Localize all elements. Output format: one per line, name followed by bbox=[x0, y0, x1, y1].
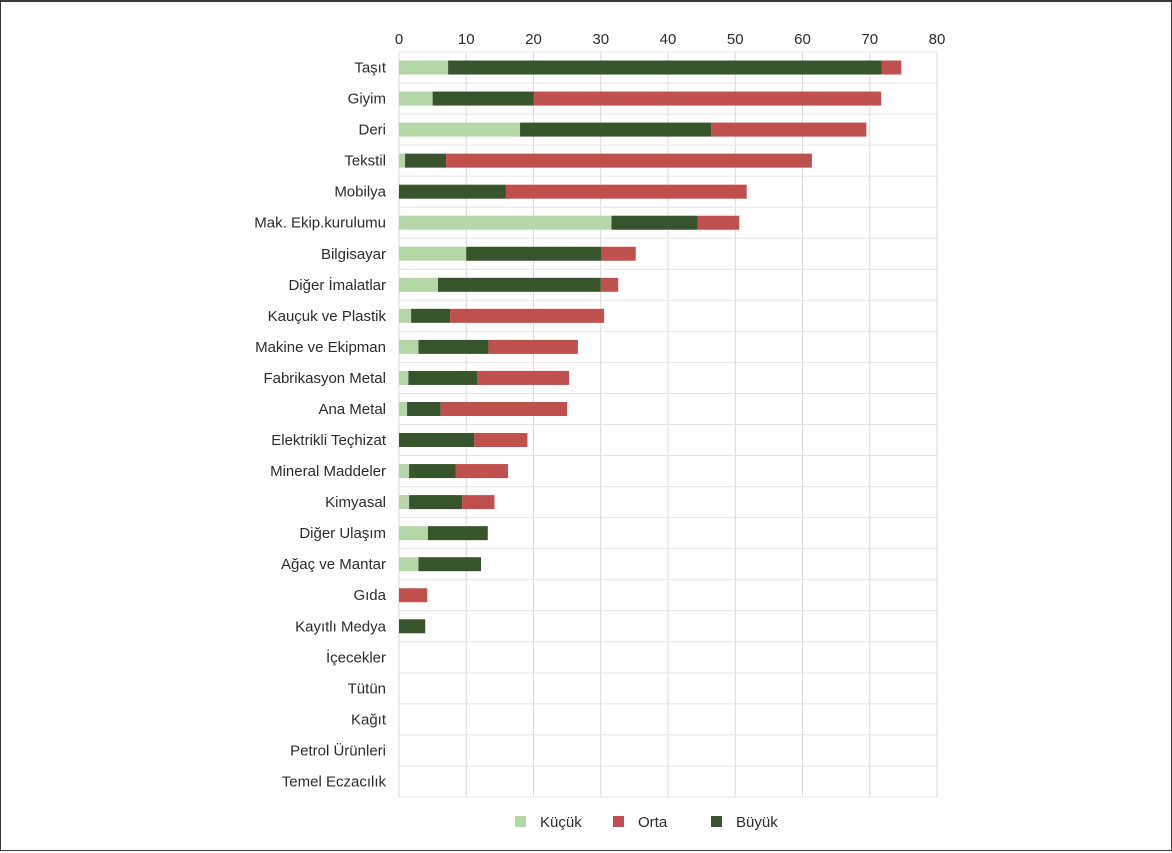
category-label-kimyasal: Kimyasal bbox=[325, 494, 386, 511]
bar-kucuk-deri bbox=[399, 122, 521, 137]
category-label-kayitli-medya: Kayıtlı Medya bbox=[295, 618, 387, 635]
legend-swatch-orta bbox=[613, 816, 624, 827]
bar-orta-deri bbox=[711, 122, 867, 137]
bar-buyuk-bilgisayar bbox=[466, 246, 602, 261]
category-label-i-cecekler: İçecekler bbox=[326, 648, 386, 666]
bar-orta-elektrikli-techizat bbox=[474, 433, 528, 448]
category-label-tekstil: Tekstil bbox=[344, 153, 386, 170]
bar-buyuk-makine-ve-ekipman bbox=[418, 339, 489, 354]
bar-kucuk-mak-ekip-kurulumu bbox=[399, 215, 612, 230]
category-label-bilgisayar: Bilgisayar bbox=[321, 246, 386, 263]
bar-orta-tekstil bbox=[446, 153, 812, 168]
bar-orta-giyim bbox=[533, 91, 882, 106]
bar-orta-makine-ve-ekipman bbox=[488, 339, 578, 354]
bar-buyuk-mobilya bbox=[399, 184, 506, 199]
bar-buyuk-diger-i-malatlar bbox=[438, 277, 601, 292]
bars bbox=[399, 60, 902, 634]
bar-orta-mak-ekip-kurulumu bbox=[697, 215, 740, 230]
bar-orta-mineral-maddeler bbox=[455, 464, 508, 479]
category-label-tasit: Taşıt bbox=[354, 60, 387, 77]
category-row-lines bbox=[399, 51, 937, 798]
category-label-kaucuk-ve-plastik: Kauçuk ve Plastik bbox=[268, 308, 387, 325]
category-label-temel-eczacilik: Temel Eczacılık bbox=[282, 773, 387, 790]
bar-buyuk-elektrikli-techizat bbox=[399, 433, 475, 448]
bar-kucuk-diger-ulasim bbox=[399, 526, 428, 541]
legend-label-buyuk: Büyük bbox=[736, 814, 778, 831]
bar-orta-kaucuk-ve-plastik bbox=[450, 308, 605, 323]
x-tick-label-70: 70 bbox=[861, 31, 878, 48]
category-label-diger-i-malatlar: Diğer İmalatlar bbox=[288, 276, 386, 294]
category-label-mak-ekip-kurulumu: Mak. Ekip.kurulumu bbox=[254, 215, 386, 232]
bar-buyuk-tasit bbox=[448, 60, 882, 75]
category-label-tutun: Tütün bbox=[348, 680, 386, 697]
bar-orta-mobilya bbox=[505, 184, 747, 199]
bar-orta-kimyasal bbox=[462, 495, 495, 510]
x-tick-label-50: 50 bbox=[727, 31, 744, 48]
legend-label-orta: Orta bbox=[638, 814, 668, 831]
bar-buyuk-deri bbox=[520, 122, 712, 137]
legend-label-kucuk: Küçük bbox=[540, 814, 582, 831]
category-label-agac-ve-mantar: Ağaç ve Mantar bbox=[281, 556, 386, 573]
x-tick-label-0: 0 bbox=[395, 31, 403, 48]
category-label-diger-ulasim: Diğer Ulaşım bbox=[299, 525, 386, 542]
legend-swatch-kucuk bbox=[515, 816, 526, 827]
x-tick-label-60: 60 bbox=[794, 31, 811, 48]
bar-buyuk-kaucuk-ve-plastik bbox=[411, 308, 451, 323]
x-tick-label-10: 10 bbox=[458, 31, 475, 48]
category-label-gida: Gıda bbox=[353, 587, 386, 604]
category-label-makine-ve-ekipman: Makine ve Ekipman bbox=[255, 339, 386, 356]
bar-orta-bilgisayar bbox=[601, 246, 636, 261]
category-label-mineral-maddeler: Mineral Maddeler bbox=[270, 463, 386, 480]
category-label-kagit: Kağıt bbox=[351, 711, 387, 728]
x-axis-tick-labels: 0 10 20 30 40 50 60 70 80 bbox=[395, 31, 946, 48]
bar-kucuk-makine-ve-ekipman bbox=[399, 339, 419, 354]
bar-kucuk-tasit bbox=[399, 60, 449, 75]
category-label-deri: Deri bbox=[358, 122, 386, 139]
bar-buyuk-giyim bbox=[432, 91, 534, 106]
legend-swatch-buyuk bbox=[711, 816, 722, 827]
bar-orta-diger-i-malatlar bbox=[600, 277, 619, 292]
bar-buyuk-kayitli-medya bbox=[399, 619, 426, 634]
bar-buyuk-agac-ve-mantar bbox=[418, 557, 482, 572]
x-tick-label-30: 30 bbox=[592, 31, 609, 48]
category-labels: Taşıt Giyim Deri Tekstil Mobilya Mak. Ekip.ku… bbox=[254, 60, 387, 791]
bar-kucuk-fabrikasyon-metal bbox=[399, 370, 409, 385]
bar-kucuk-diger-i-malatlar bbox=[399, 277, 439, 292]
bar-kucuk-agac-ve-mantar bbox=[399, 557, 419, 572]
bar-kucuk-bilgisayar bbox=[399, 246, 467, 261]
category-label-ana-metal: Ana Metal bbox=[318, 401, 386, 418]
bar-orta-tasit bbox=[881, 60, 902, 75]
bar-buyuk-tekstil bbox=[405, 153, 447, 168]
bar-kucuk-giyim bbox=[399, 91, 433, 106]
bar-kucuk-mineral-maddeler bbox=[399, 464, 410, 479]
bar-buyuk-ana-metal bbox=[407, 401, 441, 416]
x-tick-label-80: 80 bbox=[929, 31, 946, 48]
category-label-giyim: Giyim bbox=[348, 91, 386, 108]
bar-buyuk-diger-ulasim bbox=[427, 526, 488, 541]
legend: Küçük Orta Büyük bbox=[515, 814, 778, 831]
bar-kucuk-kimyasal bbox=[399, 495, 410, 510]
bar-kucuk-kaucuk-ve-plastik bbox=[399, 308, 412, 323]
category-label-petrol-urunleri: Petrol Ürünleri bbox=[290, 741, 386, 759]
bar-buyuk-fabrikasyon-metal bbox=[408, 370, 478, 385]
bar-buyuk-mak-ekip-kurulumu bbox=[611, 215, 698, 230]
bar-orta-fabrikasyon-metal bbox=[477, 370, 570, 385]
x-tick-label-40: 40 bbox=[660, 31, 677, 48]
category-label-elektrikli-techizat: Elektrikli Teçhizat bbox=[271, 432, 387, 449]
bar-buyuk-kimyasal bbox=[409, 495, 463, 510]
bar-kucuk-tekstil bbox=[399, 153, 406, 168]
bar-buyuk-mineral-maddeler bbox=[409, 464, 456, 479]
category-label-fabrikasyon-metal: Fabrikasyon Metal bbox=[263, 370, 386, 387]
bar-orta-gida bbox=[399, 588, 428, 603]
category-label-mobilya: Mobilya bbox=[334, 184, 386, 201]
bar-orta-ana-metal bbox=[440, 401, 568, 416]
x-tick-label-20: 20 bbox=[525, 31, 542, 48]
bar-kucuk-ana-metal bbox=[399, 401, 408, 416]
